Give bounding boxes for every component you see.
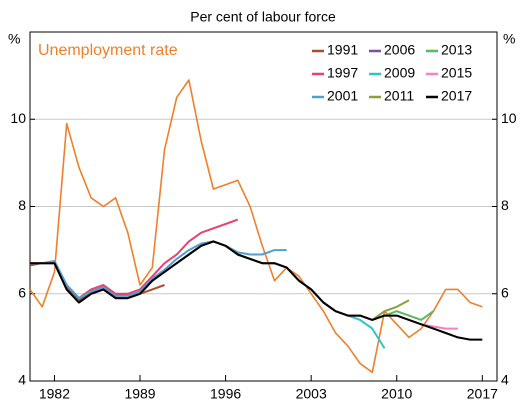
y-tick-label-right: 6 — [501, 284, 509, 300]
legend-label: 2001 — [327, 88, 358, 104]
series-line — [30, 240, 287, 300]
legend-label: 2013 — [441, 42, 472, 58]
y-tick-label-right: 10 — [501, 110, 517, 126]
series-line — [30, 240, 483, 341]
y-unit-right: % — [503, 31, 515, 47]
x-tick-label: 2003 — [296, 386, 327, 402]
x-tick-label: 2010 — [381, 386, 412, 402]
y-tick-label: 10 — [10, 110, 26, 126]
legend-label: 2015 — [441, 65, 472, 81]
series-line — [30, 240, 434, 321]
x-tick-label: 2017 — [467, 386, 498, 402]
series-line — [30, 240, 410, 321]
y-tick-label: 4 — [18, 372, 26, 388]
y-tick-label: 6 — [18, 284, 26, 300]
legend-label: 2011 — [384, 88, 414, 104]
chart-subtitle: Per cent of labour force — [190, 9, 336, 25]
y-tick-label: 8 — [18, 197, 26, 213]
series-line — [29, 262, 165, 302]
y-tick-label-right: 8 — [501, 197, 509, 213]
legend-label: 2006 — [384, 42, 415, 58]
x-tick-label: 1989 — [124, 386, 155, 402]
legend-label: 1991 — [327, 42, 358, 58]
legend-label: 2009 — [384, 65, 415, 81]
x-tick-label: 1996 — [210, 386, 241, 402]
y-tick-label-right: 4 — [501, 372, 509, 388]
y-unit-left: % — [8, 31, 20, 47]
legend-label: 1997 — [327, 65, 358, 81]
series-label: Unemployment rate — [38, 42, 178, 59]
series-line — [29, 79, 483, 374]
x-tick-label: 1982 — [39, 386, 70, 402]
legend-label: 2017 — [441, 88, 472, 104]
